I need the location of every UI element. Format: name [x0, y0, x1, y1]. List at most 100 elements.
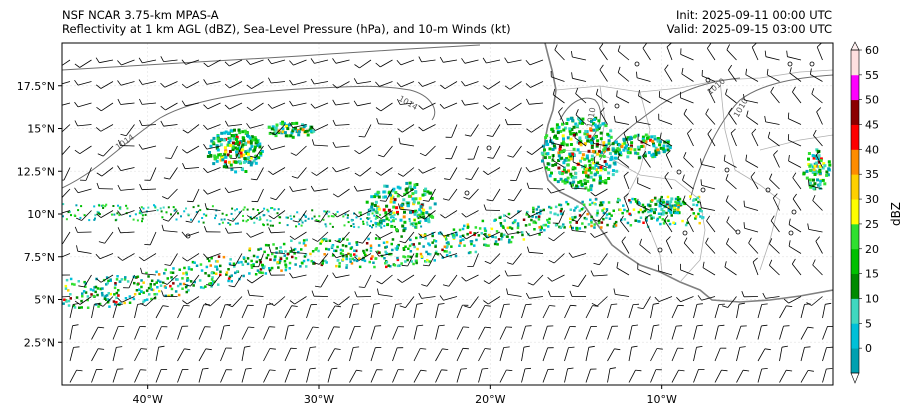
wind-barb [397, 188, 415, 198]
reflectivity-cell [65, 218, 68, 221]
reflectivity-cell [629, 147, 633, 151]
reflectivity-cell [581, 222, 584, 225]
reflectivity-cell [274, 134, 278, 138]
reflectivity-cell [608, 217, 612, 220]
wind-barb [134, 369, 147, 383]
wind-barb [617, 66, 630, 82]
wind-barb [554, 44, 565, 61]
reflectivity-cell [208, 282, 211, 286]
wind-barb [812, 259, 823, 276]
wind-barb [397, 274, 415, 283]
wind-barb [499, 326, 513, 340]
reflectivity-cell [815, 171, 819, 175]
wind-barb [569, 290, 586, 297]
wind-barb [482, 57, 501, 64]
wind-barb [375, 167, 393, 176]
reflectivity-cell [412, 224, 415, 227]
reflectivity-cell [235, 150, 238, 154]
reflectivity-cell [562, 128, 566, 132]
reflectivity-cell [811, 171, 815, 174]
reflectivity-cell [272, 243, 275, 246]
wind-barb [595, 88, 608, 104]
reflectivity-cell [816, 178, 819, 182]
reflectivity-cell [292, 122, 296, 125]
reflectivity-cell [493, 242, 497, 246]
reflectivity-cell [653, 137, 657, 141]
reflectivity-cell [394, 191, 398, 195]
reflectivity-cell [248, 247, 252, 250]
reflectivity-cell [281, 130, 285, 134]
wind-barb [155, 326, 168, 340]
reflectivity-cell [355, 259, 359, 263]
reflectivity-cell [449, 255, 452, 258]
reflectivity-cell [511, 236, 514, 239]
reflectivity-cell [812, 186, 816, 190]
reflectivity-cell [344, 213, 347, 216]
reflectivity-cell [569, 157, 573, 161]
reflectivity-cell [186, 277, 189, 280]
reflectivity-cell [299, 127, 303, 131]
wind-barb [310, 102, 329, 109]
reflectivity-cell [229, 154, 233, 158]
reflectivity-cell [232, 134, 236, 138]
reflectivity-cell [601, 122, 605, 126]
reflectivity-cell [283, 131, 287, 135]
reflectivity-cell [123, 301, 126, 305]
wind-barb [220, 304, 232, 319]
reflectivity-cell [384, 214, 388, 218]
colorbar-extend-top [850, 41, 860, 51]
reflectivity-cell [660, 207, 664, 211]
reflectivity-cell [588, 163, 592, 167]
reflectivity-cell [231, 141, 235, 145]
wind-barb [284, 347, 297, 362]
reflectivity-cell [258, 145, 262, 149]
wind-barb [311, 290, 329, 297]
latitude-axis: 17.5°N15°N12.5°N10°N7.5°N5°N2.5°N [17, 80, 62, 349]
reflectivity-cell [149, 285, 152, 288]
reflectivity-cell [632, 208, 636, 211]
reflectivity-cell [387, 264, 390, 267]
wind-barb [435, 348, 449, 362]
reflectivity-cell [241, 143, 245, 147]
wind-barb [499, 346, 510, 362]
wind-barb [792, 172, 802, 190]
reflectivity-cell [657, 212, 661, 215]
reflectivity-cell [481, 219, 485, 223]
reflectivity-cell [569, 208, 573, 211]
wind-barb [241, 304, 254, 319]
reflectivity-cell [273, 208, 276, 211]
reflectivity-cell [252, 208, 255, 211]
reflectivity-cell [466, 232, 469, 236]
reflectivity-cell [397, 243, 400, 247]
reflectivity-cell [242, 219, 245, 222]
wind-barb [112, 368, 124, 383]
reflectivity-cell [821, 178, 825, 182]
wind-barb [590, 270, 608, 277]
reflectivity-cell [297, 130, 301, 134]
reflectivity-cell [668, 146, 672, 150]
reflectivity-cell [244, 170, 248, 173]
reflectivity-cell [250, 135, 254, 139]
wind-barb [743, 94, 759, 104]
reflectivity-cell [393, 198, 397, 202]
reflectivity-cell [248, 248, 251, 252]
reflectivity-cell [644, 208, 648, 211]
wind-barb [504, 81, 522, 90]
wind-barb [568, 252, 587, 258]
reflectivity-cell [292, 248, 295, 252]
reflectivity-cell [812, 156, 816, 160]
reflectivity-cell [607, 171, 611, 175]
wind-barb [525, 210, 544, 217]
reflectivity-cell [637, 210, 641, 214]
wind-barb [487, 145, 501, 159]
valid-time: Valid: 2025-09-15 03:00 UTC [666, 22, 832, 36]
wind-barb [757, 324, 768, 340]
wind-barb [375, 102, 393, 112]
reflectivity-cell [542, 223, 546, 227]
reflectivity-cell [321, 239, 325, 242]
reflectivity-cell [566, 202, 570, 206]
reflectivity-cell [349, 260, 352, 263]
reflectivity-cell [591, 166, 595, 170]
reflectivity-cell [208, 151, 211, 154]
